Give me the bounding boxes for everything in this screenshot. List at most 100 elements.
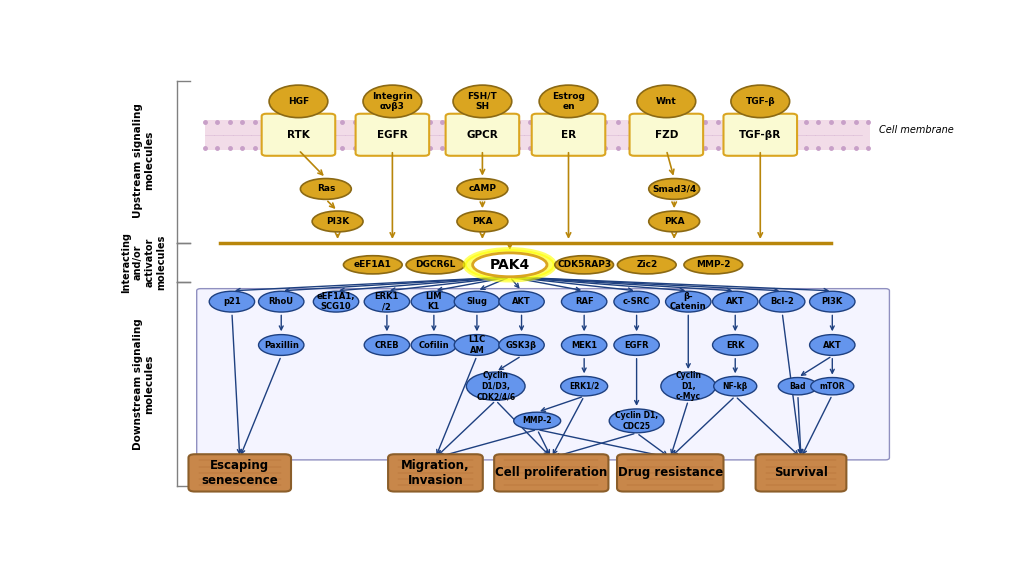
- Ellipse shape: [499, 334, 544, 355]
- Text: DGCR6L: DGCR6L: [415, 260, 456, 269]
- Ellipse shape: [614, 291, 660, 312]
- Text: AKT: AKT: [823, 341, 841, 350]
- Ellipse shape: [269, 85, 328, 118]
- Ellipse shape: [473, 253, 547, 277]
- Text: Zic2: Zic2: [636, 260, 658, 269]
- Text: ERK1/2: ERK1/2: [569, 382, 599, 391]
- Ellipse shape: [411, 334, 457, 355]
- Text: AKT: AKT: [512, 297, 531, 306]
- Text: CDK5RAP3: CDK5RAP3: [558, 260, 611, 269]
- Text: cAMP: cAMP: [469, 185, 496, 194]
- Ellipse shape: [554, 256, 613, 274]
- Ellipse shape: [779, 378, 817, 395]
- Text: PI3K: PI3K: [326, 217, 349, 226]
- Text: PI3K: PI3K: [822, 297, 843, 306]
- Text: HGF: HGF: [288, 97, 309, 106]
- Text: RTK: RTK: [287, 129, 310, 140]
- Text: Estrog
en: Estrog en: [552, 92, 585, 111]
- FancyBboxPatch shape: [189, 454, 291, 491]
- Text: ERK: ERK: [726, 341, 744, 350]
- Text: Integrin
ανβ3: Integrin ανβ3: [372, 92, 413, 111]
- Text: GSK3β: GSK3β: [506, 341, 537, 350]
- Ellipse shape: [712, 334, 758, 355]
- Text: L1C
AM: L1C AM: [469, 336, 486, 355]
- FancyBboxPatch shape: [197, 289, 890, 460]
- FancyBboxPatch shape: [388, 454, 483, 491]
- Text: Bcl-2: Bcl-2: [771, 297, 794, 306]
- Ellipse shape: [810, 334, 855, 355]
- Ellipse shape: [666, 291, 711, 312]
- Text: Cyclin
D1,
c-Myc: Cyclin D1, c-Myc: [676, 371, 701, 401]
- FancyBboxPatch shape: [629, 114, 703, 156]
- Text: Interacting
and/or
activator
molecules: Interacting and/or activator molecules: [121, 232, 166, 293]
- Ellipse shape: [209, 291, 255, 312]
- Text: EGFR: EGFR: [624, 341, 648, 350]
- Text: MEK1: MEK1: [571, 341, 597, 350]
- Text: Migration,
Invasion: Migration, Invasion: [401, 459, 470, 487]
- Ellipse shape: [562, 291, 607, 312]
- Ellipse shape: [259, 291, 304, 312]
- Text: Cell proliferation: Cell proliferation: [495, 466, 607, 479]
- Text: Paxillin: Paxillin: [264, 341, 299, 350]
- Ellipse shape: [365, 291, 410, 312]
- Ellipse shape: [343, 256, 402, 274]
- FancyBboxPatch shape: [755, 454, 846, 491]
- Text: TGF-βR: TGF-βR: [739, 129, 782, 140]
- Text: ER: ER: [561, 129, 576, 140]
- Ellipse shape: [259, 334, 304, 355]
- Text: ERK1
/2: ERK1 /2: [375, 292, 399, 311]
- Text: RAF: RAF: [575, 297, 594, 306]
- Text: RhoU: RhoU: [269, 297, 294, 306]
- FancyBboxPatch shape: [723, 114, 797, 156]
- Ellipse shape: [712, 291, 758, 312]
- Ellipse shape: [453, 85, 512, 118]
- FancyBboxPatch shape: [531, 114, 605, 156]
- Ellipse shape: [454, 334, 500, 355]
- Ellipse shape: [499, 291, 544, 312]
- Text: eEF1A1: eEF1A1: [354, 260, 392, 269]
- Ellipse shape: [406, 256, 465, 274]
- Text: NF-kβ: NF-kβ: [722, 382, 747, 391]
- Text: mTOR: mTOR: [819, 382, 845, 391]
- Text: Upstream signaling
molecules: Upstream signaling molecules: [132, 104, 155, 218]
- FancyBboxPatch shape: [356, 114, 429, 156]
- Text: Cyclin
D1/D3,
CDK2/4/6: Cyclin D1/D3, CDK2/4/6: [476, 371, 515, 401]
- Ellipse shape: [648, 178, 700, 199]
- Ellipse shape: [365, 334, 410, 355]
- FancyBboxPatch shape: [494, 454, 608, 491]
- Ellipse shape: [609, 409, 664, 433]
- Ellipse shape: [312, 211, 363, 232]
- Text: Cyclin D1,
CDC25: Cyclin D1, CDC25: [615, 411, 659, 431]
- Text: Wnt: Wnt: [655, 97, 677, 106]
- Text: Escaping
senescence: Escaping senescence: [201, 459, 278, 487]
- Text: TGF-β: TGF-β: [745, 97, 775, 106]
- Ellipse shape: [457, 211, 508, 232]
- Ellipse shape: [539, 85, 598, 118]
- Text: LIM
K1: LIM K1: [425, 292, 442, 311]
- Text: MMP-2: MMP-2: [522, 417, 551, 426]
- Text: EGFR: EGFR: [377, 129, 408, 140]
- Ellipse shape: [714, 377, 756, 396]
- Text: CREB: CREB: [375, 341, 399, 350]
- Text: Cofilin: Cofilin: [418, 341, 449, 350]
- Text: Survival: Survival: [774, 466, 828, 479]
- Ellipse shape: [457, 178, 508, 199]
- Ellipse shape: [810, 291, 855, 312]
- Text: Cell membrane: Cell membrane: [880, 126, 954, 136]
- Ellipse shape: [363, 85, 422, 118]
- Ellipse shape: [454, 291, 500, 312]
- Text: Ras: Ras: [317, 185, 335, 194]
- Ellipse shape: [648, 211, 700, 232]
- Text: AKT: AKT: [726, 297, 744, 306]
- Ellipse shape: [300, 178, 351, 199]
- Text: PKA: PKA: [472, 217, 493, 226]
- Text: Drug resistance: Drug resistance: [618, 466, 723, 479]
- Ellipse shape: [731, 85, 790, 118]
- Text: PKA: PKA: [664, 217, 685, 226]
- Ellipse shape: [760, 291, 805, 312]
- Ellipse shape: [661, 372, 716, 400]
- Ellipse shape: [561, 377, 608, 396]
- Text: Slug: Slug: [467, 297, 488, 306]
- Text: Downstream signaling
molecules: Downstream signaling molecules: [132, 318, 155, 450]
- Ellipse shape: [467, 372, 525, 400]
